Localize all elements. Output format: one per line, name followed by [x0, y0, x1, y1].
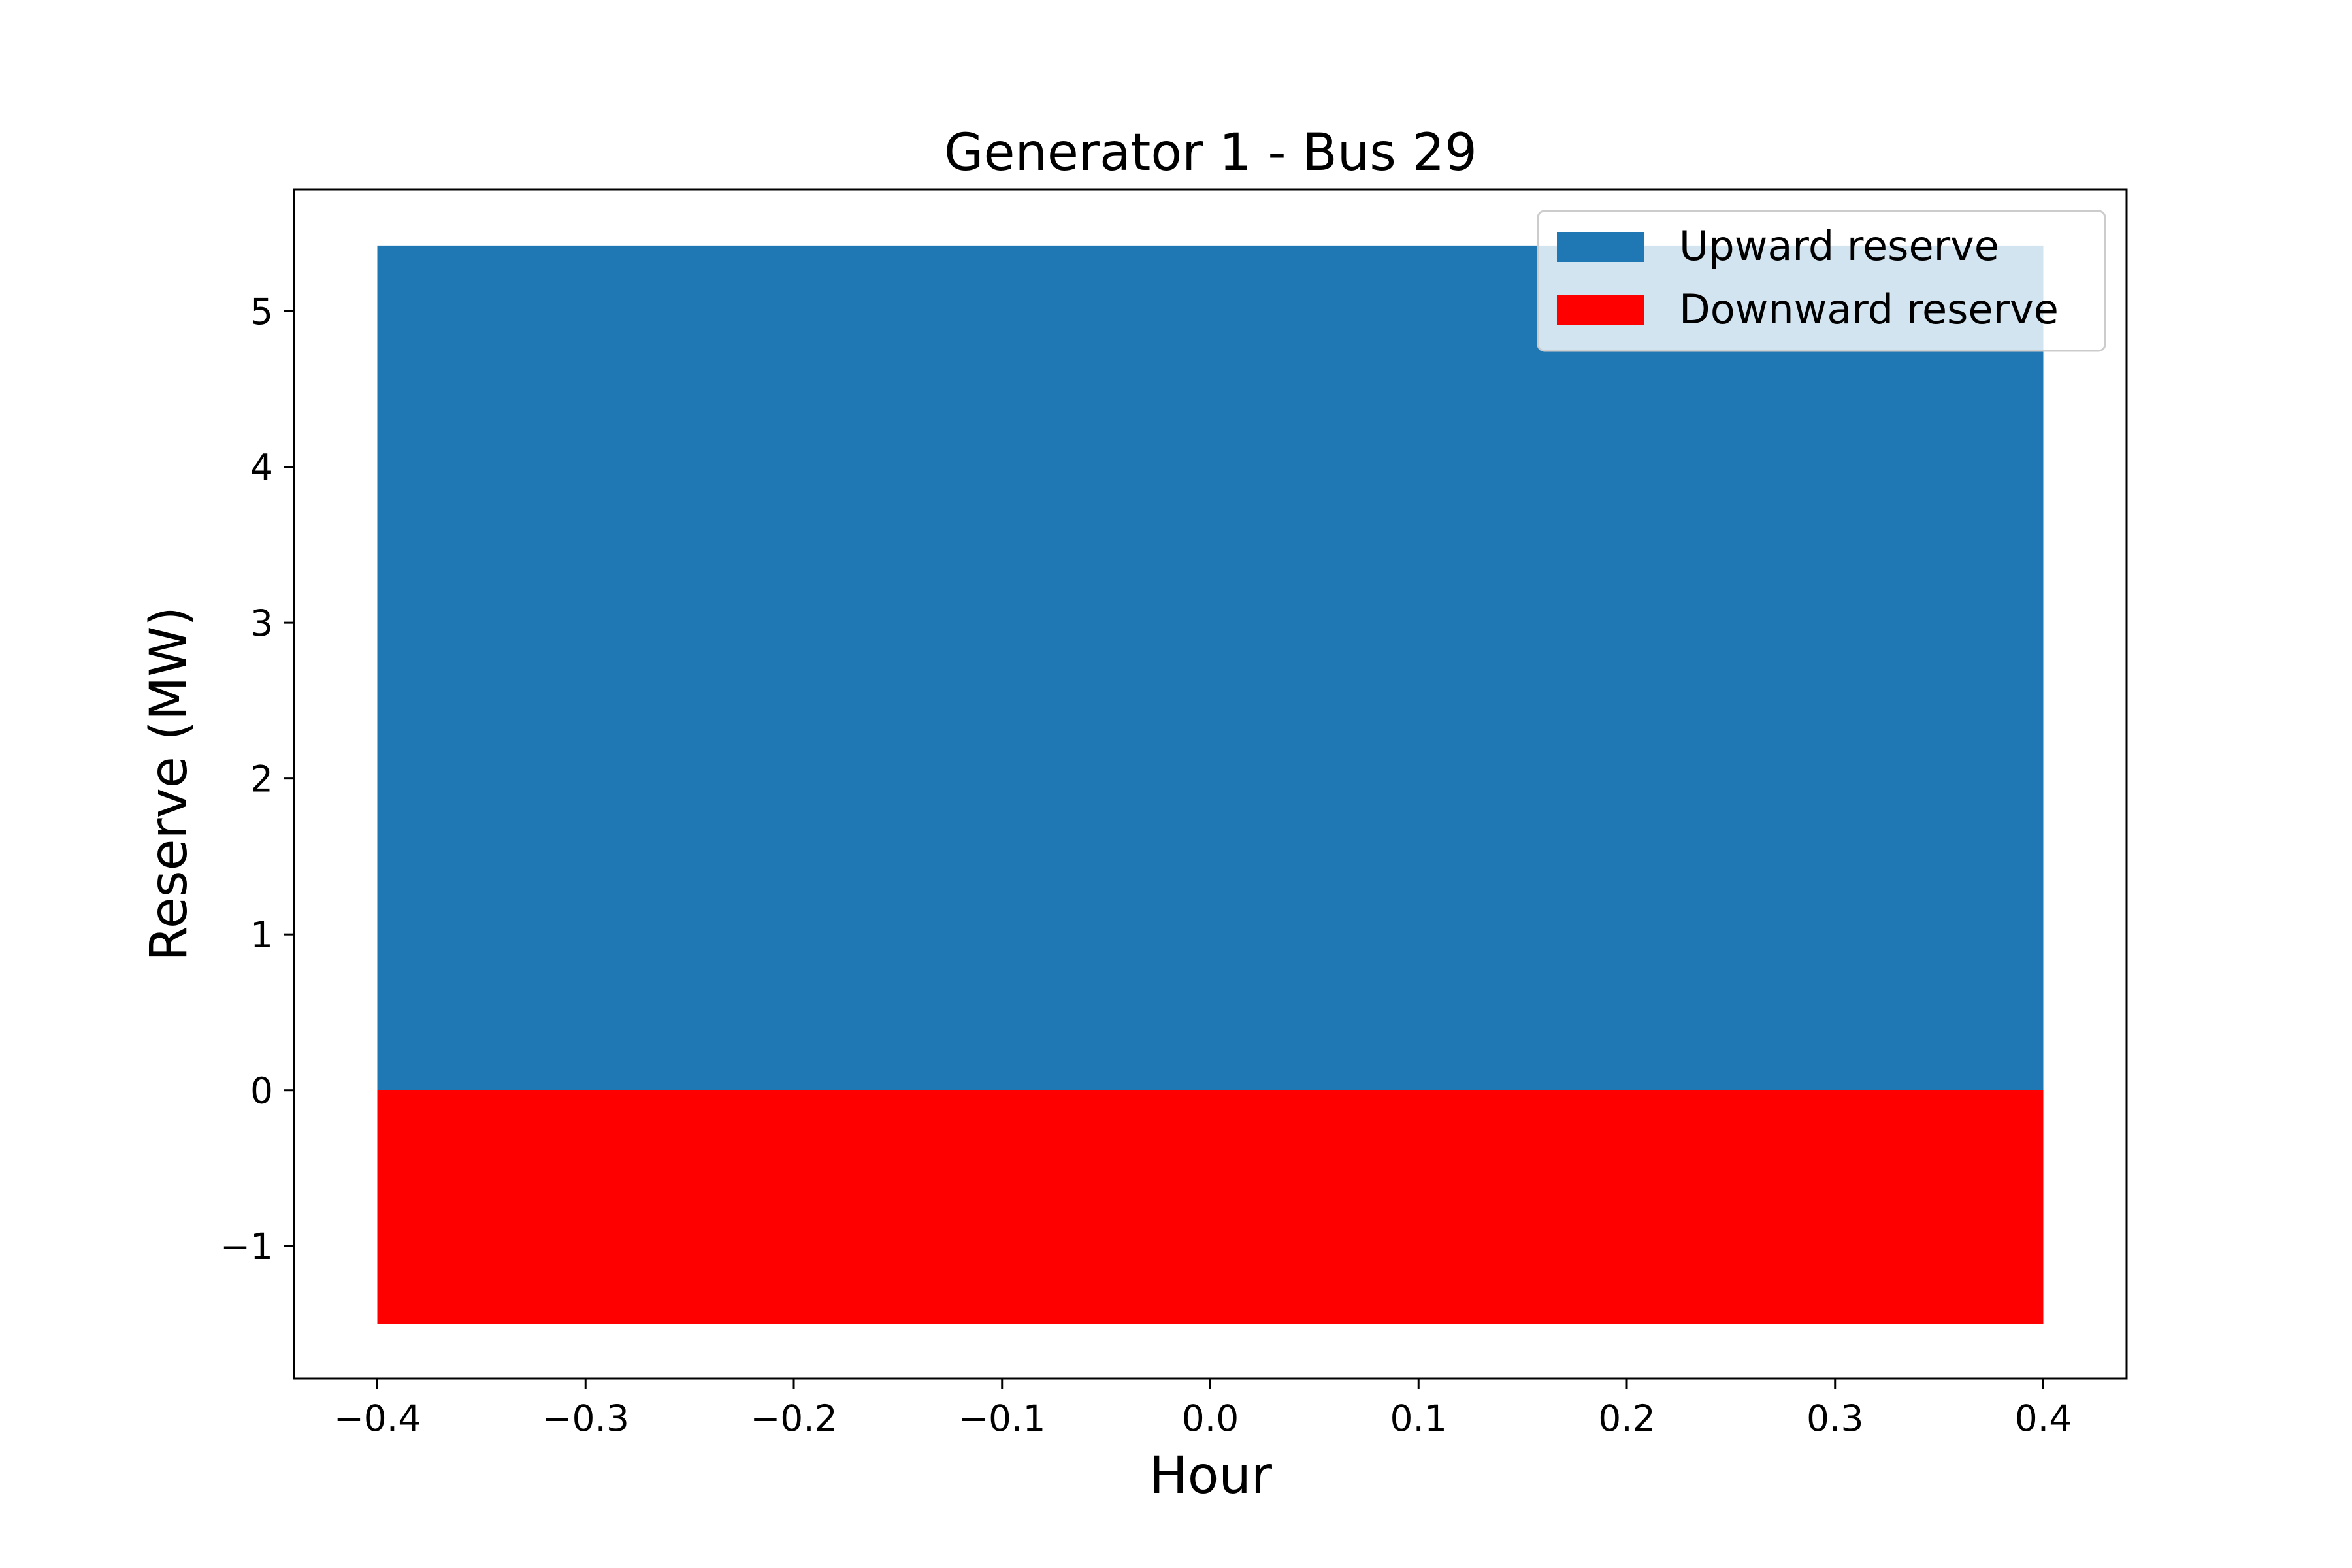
- y-tick-label: 3: [250, 602, 273, 644]
- bar-downward-reserve: [377, 1090, 2044, 1324]
- y-tick-label: 2: [250, 759, 273, 800]
- x-axis: −0.4 −0.3 −0.2 −0.1 0.0 0.1 0.2 0.3 0.4: [334, 1379, 2072, 1439]
- y-axis: −1 0 1 2 3 4 5: [220, 291, 294, 1267]
- x-axis-label: Hour: [1149, 1446, 1273, 1505]
- y-tick-label: 5: [250, 291, 273, 333]
- x-tick-label: 0.3: [1806, 1397, 1863, 1439]
- x-tick-label: −0.4: [334, 1397, 421, 1439]
- bars-layer: [377, 245, 2044, 1324]
- y-tick-label: 4: [250, 447, 273, 489]
- x-tick-label: 0.2: [1598, 1397, 1655, 1439]
- legend-label-downward-reserve: Downward reserve: [1679, 286, 2059, 333]
- legend-box: [1537, 210, 2106, 352]
- x-tick-label: −0.3: [542, 1397, 629, 1439]
- y-tick-label: 1: [250, 914, 273, 956]
- y-tick-label: 0: [250, 1070, 273, 1112]
- x-tick-label: 0.4: [2015, 1397, 2072, 1439]
- x-tick-label: 0.0: [1182, 1397, 1239, 1439]
- x-tick-label: −0.2: [750, 1397, 838, 1439]
- legend-label-upward-reserve: Upward reserve: [1679, 222, 1999, 270]
- chart-title: Generator 1 - Bus 29: [944, 123, 1477, 182]
- y-axis-label: Reserve (MW): [140, 606, 199, 962]
- y-tick-label: −1: [220, 1226, 273, 1267]
- x-tick-label: 0.1: [1390, 1397, 1447, 1439]
- legend: Upward reserve Downward reserve: [1537, 210, 2106, 352]
- x-tick-label: −0.1: [958, 1397, 1046, 1439]
- legend-swatch-downward-reserve: [1557, 295, 1644, 325]
- legend-swatch-upward-reserve: [1557, 232, 1644, 262]
- bar-upward-reserve: [377, 245, 2044, 1090]
